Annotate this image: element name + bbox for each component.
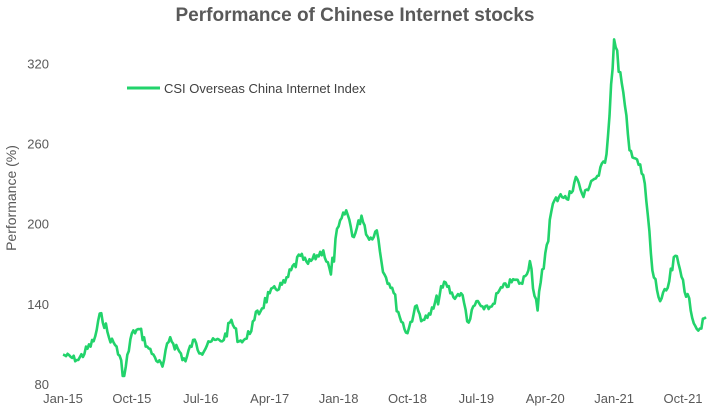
- x-tick-label: Oct-21: [664, 391, 703, 406]
- chart-title: Performance of Chinese Internet stocks: [175, 5, 535, 26]
- x-tick-label: Apr-17: [250, 391, 289, 406]
- y-axis-label: Performance (%): [3, 145, 19, 251]
- x-tick-label: Jul-19: [459, 391, 494, 406]
- x-tick-label: Jan-18: [319, 391, 359, 406]
- x-tick-label: Oct-15: [112, 391, 151, 406]
- y-tick-label: 260: [27, 137, 49, 152]
- y-tick-label: 320: [27, 56, 49, 71]
- y-tick-label: 200: [27, 217, 49, 232]
- x-axis: Jan-15 Oct-15 Jul-16 Apr-17 Jan-18 Oct-18 Jul-…: [43, 391, 702, 406]
- x-tick-label: Jan-15: [43, 391, 83, 406]
- x-tick-label: Oct-18: [388, 391, 427, 406]
- y-tick-label: 140: [27, 297, 49, 312]
- y-tick-label: 80: [35, 377, 49, 392]
- legend-label: CSI Overseas China Internet Index: [164, 81, 366, 96]
- x-tick-label: Jan-21: [594, 391, 634, 406]
- y-axis: 80 140 200 260 320: [27, 56, 49, 392]
- series-line: [62, 38, 707, 378]
- legend: CSI Overseas China Internet Index: [127, 81, 366, 96]
- plot-area: [62, 38, 707, 378]
- x-tick-label: Apr-20: [526, 391, 565, 406]
- x-tick-label: Jul-16: [183, 391, 218, 406]
